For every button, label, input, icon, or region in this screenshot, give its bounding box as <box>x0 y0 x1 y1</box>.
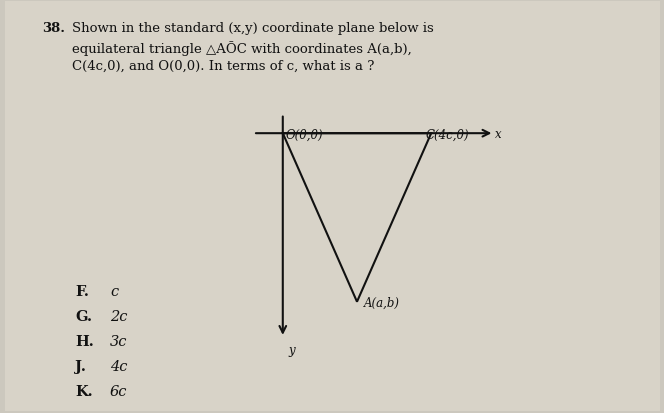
Text: O(0,0): O(0,0) <box>286 128 323 141</box>
FancyBboxPatch shape <box>5 2 660 411</box>
Text: 4c: 4c <box>110 359 127 373</box>
Text: F.: F. <box>75 284 89 298</box>
Text: H.: H. <box>75 334 94 348</box>
Text: 3c: 3c <box>110 334 127 348</box>
Text: C(4c,0), and O(0,0). In terms of c, what is a ?: C(4c,0), and O(0,0). In terms of c, what… <box>72 60 374 73</box>
Text: G.: G. <box>75 309 92 323</box>
Text: A(a,b): A(a,b) <box>364 296 400 309</box>
Text: x: x <box>495 128 501 141</box>
Text: K.: K. <box>75 384 92 398</box>
Text: Shown in the standard (x,y) coordinate plane below is: Shown in the standard (x,y) coordinate p… <box>72 22 434 35</box>
Text: equilateral triangle △AŌC with coordinates A(a,b),: equilateral triangle △AŌC with coordinat… <box>72 41 412 56</box>
Text: y: y <box>288 343 295 356</box>
Text: 6c: 6c <box>110 384 127 398</box>
Text: J.: J. <box>75 359 86 373</box>
Text: c: c <box>110 284 118 298</box>
Text: 2c: 2c <box>110 309 127 323</box>
Text: C(4c,0): C(4c,0) <box>426 128 469 141</box>
Text: 38.: 38. <box>42 22 65 35</box>
